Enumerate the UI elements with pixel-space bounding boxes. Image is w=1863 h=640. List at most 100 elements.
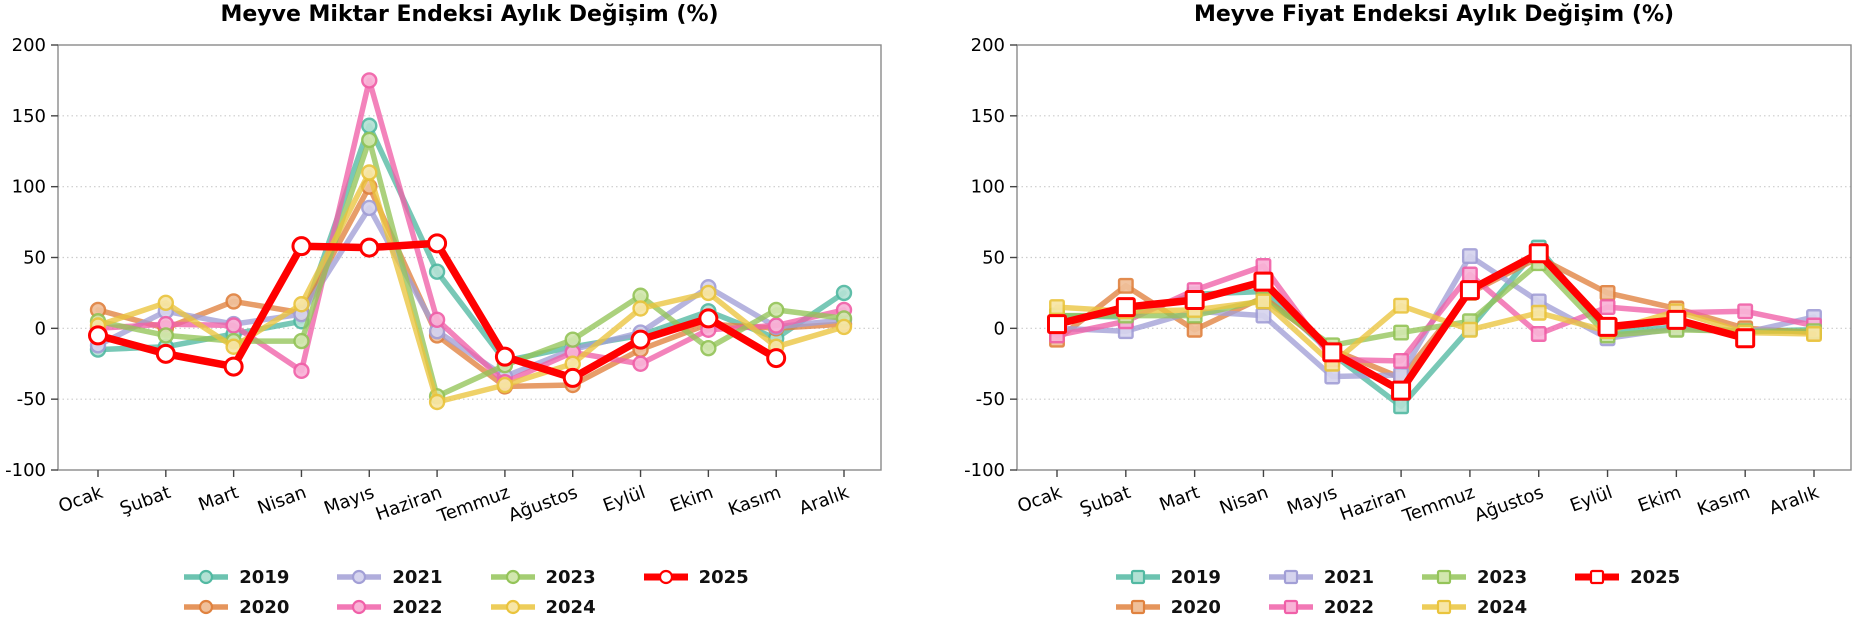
data-point-2022	[1599, 299, 1616, 316]
chart-title: Meyve Miktar Endeksi Aylık Değişim (%)	[220, 2, 719, 27]
y-tick-label: 100	[971, 177, 1005, 198]
x-tick-label: Kasım	[726, 482, 784, 520]
data-point-2025	[698, 308, 719, 329]
x-tick-label: Temmuz	[434, 482, 513, 528]
data-point-2022	[225, 317, 242, 334]
y-tick-label: 0	[994, 318, 1005, 339]
data-point-2022	[428, 311, 446, 329]
legend-item-2020: 2020	[1114, 597, 1221, 618]
data-point-2022	[1461, 266, 1478, 283]
legend-label: 2023	[1477, 566, 1528, 588]
data-point-2025	[562, 367, 583, 388]
data-point-2021	[1255, 307, 1272, 324]
legend-label: 2022	[392, 596, 443, 618]
series-2021	[89, 199, 853, 385]
data-point-2023	[1393, 324, 1410, 341]
data-point-2025	[1459, 280, 1480, 301]
legend-item-2025: 2025	[1573, 567, 1680, 588]
x-tick-label: Şubat	[1077, 482, 1133, 520]
legend-label: 2023	[545, 566, 596, 588]
x-tick-label: Ağustos	[506, 482, 581, 526]
data-point-2022	[1393, 352, 1410, 369]
y-tick-label: -50	[976, 389, 1005, 410]
x-tick-label: Kasım	[1695, 482, 1753, 520]
legend-swatch-2022-icon	[1268, 599, 1313, 615]
y-tick-label: 200	[12, 35, 46, 56]
legend-swatch-2019-icon	[1115, 569, 1160, 585]
chart-legend: 2019 2020 2021 2022 2023 2024 2025	[931, 563, 1863, 621]
legend-label: 2021	[1323, 566, 1374, 588]
x-tick-label: Ekim	[667, 482, 716, 517]
series-line-2024	[95, 169, 847, 405]
data-point-2024	[700, 284, 717, 302]
legend-swatch-2025-icon	[1575, 569, 1620, 585]
x-tick-label: Nisan	[255, 482, 309, 519]
data-point-2019	[1393, 398, 1410, 415]
data-point-2023	[293, 332, 310, 350]
legend-item-2019: 2019	[1114, 567, 1221, 588]
legend-item-2025: 2025	[642, 567, 749, 588]
x-tick-label: Aralık	[1766, 482, 1822, 519]
data-point-2025	[494, 346, 515, 367]
y-tick-label: 150	[12, 106, 46, 127]
legend-item-2020: 2020	[182, 597, 289, 618]
data-point-2020	[1117, 277, 1134, 294]
legend-label: 2025	[698, 566, 749, 588]
legend-swatch-2020-icon	[184, 599, 229, 615]
legend-label: 2021	[392, 566, 443, 588]
chart-legend: 2019 2020 2021 2022 2023 2024 2025	[0, 563, 931, 621]
data-point-2025	[1253, 271, 1274, 292]
data-point-2025	[766, 348, 787, 369]
data-point-2024	[1530, 304, 1547, 321]
legend-swatch-2025-icon	[643, 569, 688, 585]
data-point-2025	[1735, 328, 1756, 349]
data-point-2023	[157, 327, 175, 344]
quantity-line-chart: 200 150 100 50 0 -50 -100 Ocak Şubat Mart Nisan May…	[5, 35, 882, 528]
legend-item-2024: 2024	[489, 597, 596, 618]
data-point-2023	[767, 301, 785, 319]
data-point-2025	[291, 236, 312, 257]
data-point-2023	[361, 131, 378, 149]
chart-title: Meyve Fiyat Endeksi Aylık Değişim (%)	[1193, 2, 1675, 27]
legend-swatch-2021-icon	[1268, 569, 1313, 585]
data-point-2022	[1255, 258, 1272, 274]
data-point-2025	[155, 343, 176, 364]
data-point-2024	[157, 294, 175, 312]
x-tick-label: Ekim	[1635, 482, 1684, 517]
legend-item-2023: 2023	[489, 567, 596, 588]
data-point-2025	[88, 325, 108, 346]
price-line-chart: 200 150 100 50 0 -50 -100 Ocak Şubat Mart Nisan May…	[964, 35, 1852, 528]
series-line-2024	[1054, 298, 1817, 367]
x-tick-label: Mart	[196, 482, 242, 516]
legend-item-2022: 2022	[1267, 597, 1374, 618]
series-line-2023	[1054, 260, 1817, 349]
plot-border	[57, 44, 882, 471]
data-point-2025	[1391, 380, 1412, 401]
data-point-2024	[1806, 326, 1822, 342]
legend-swatch-2020-icon	[1115, 599, 1160, 615]
legend-label: 2019	[1170, 566, 1221, 588]
data-point-2024	[428, 393, 446, 411]
data-point-2020	[1186, 321, 1203, 338]
x-tick-label: Mayıs	[1284, 482, 1340, 519]
data-point-2025	[1528, 243, 1549, 264]
y-tick-label: -50	[17, 389, 46, 410]
data-point-2025	[1184, 290, 1205, 310]
data-point-2025	[223, 356, 244, 377]
x-tick-label: Eylül	[1567, 482, 1615, 517]
legend-item-2019: 2019	[182, 567, 289, 588]
x-tick-label: Ağustos	[1472, 482, 1547, 526]
legend-swatch-2023-icon	[1422, 569, 1466, 585]
y-tick-label: 100	[12, 177, 46, 198]
data-point-2022	[1530, 326, 1547, 342]
data-point-2023	[700, 339, 717, 357]
legend-label: 2019	[239, 566, 290, 588]
x-tick-label: Ocak	[56, 482, 106, 517]
x-tick-label: Haziran	[1337, 482, 1409, 525]
series-line-2019	[95, 123, 847, 364]
series-2025	[1047, 243, 1756, 401]
data-point-2022	[293, 362, 310, 380]
y-tick-label: -100	[964, 460, 1005, 481]
legend-item-2022: 2022	[335, 596, 443, 618]
